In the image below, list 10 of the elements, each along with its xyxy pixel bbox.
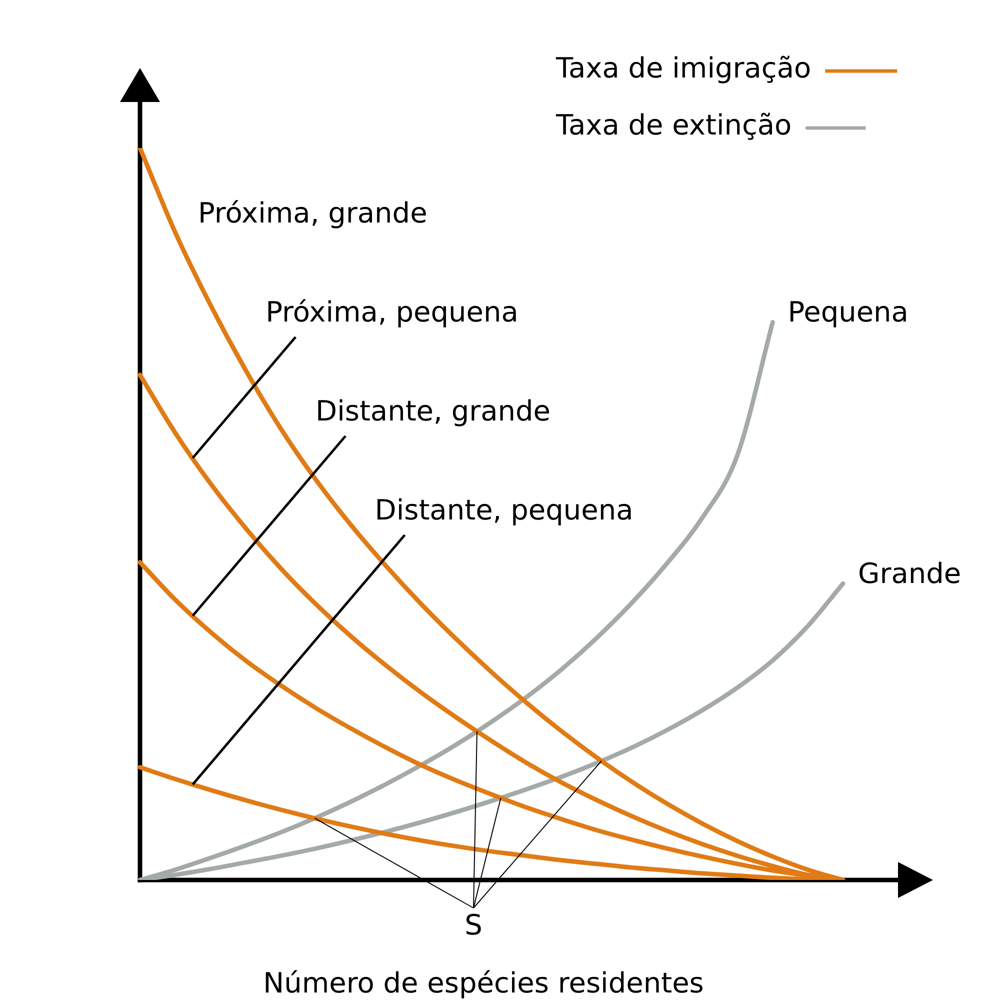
series-label: Próxima, grande <box>198 196 428 230</box>
text: Próxima, pequena <box>266 295 518 328</box>
text: Distante, grande <box>316 394 551 428</box>
series-label: Pequena <box>788 295 908 328</box>
series-label: Grande <box>858 556 962 590</box>
text: Taxa de extinção <box>555 108 792 142</box>
text: S <box>464 908 482 942</box>
text: Distante, pequena <box>374 493 634 526</box>
text: Taxa de imigração <box>555 51 812 84</box>
x-axis-title: Número de espécies residentes <box>263 966 704 1000</box>
